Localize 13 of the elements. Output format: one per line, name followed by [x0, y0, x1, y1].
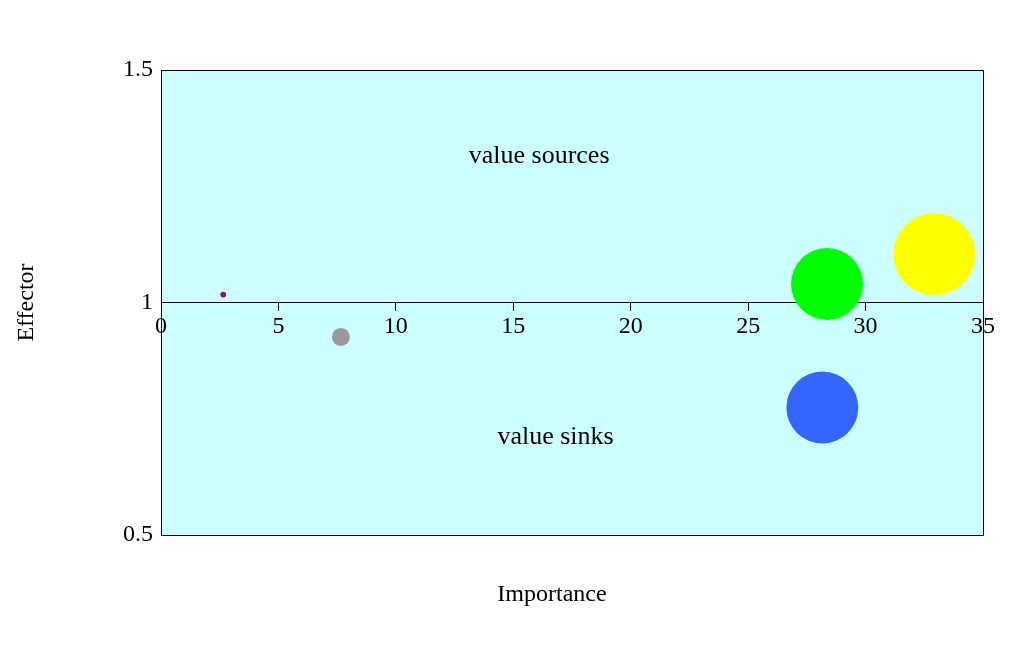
- y-tick-label: 0.5: [123, 520, 153, 547]
- y-axis-title: Effector: [11, 263, 38, 342]
- y-tick-label: 1.5: [123, 55, 153, 82]
- x-axis-title: Importance: [497, 580, 607, 607]
- annotation: value sources: [468, 139, 610, 169]
- x-tick-label: 30: [853, 312, 878, 339]
- x-tick-label: 25: [736, 312, 761, 339]
- x-tick-label: 15: [501, 312, 526, 339]
- annotation: value sinks: [497, 421, 614, 451]
- x-tick-label: 10: [383, 312, 408, 339]
- y-tick-label: 1: [141, 287, 153, 314]
- x-tick-label: 5: [272, 312, 285, 339]
- x-tick-label: 20: [618, 312, 643, 339]
